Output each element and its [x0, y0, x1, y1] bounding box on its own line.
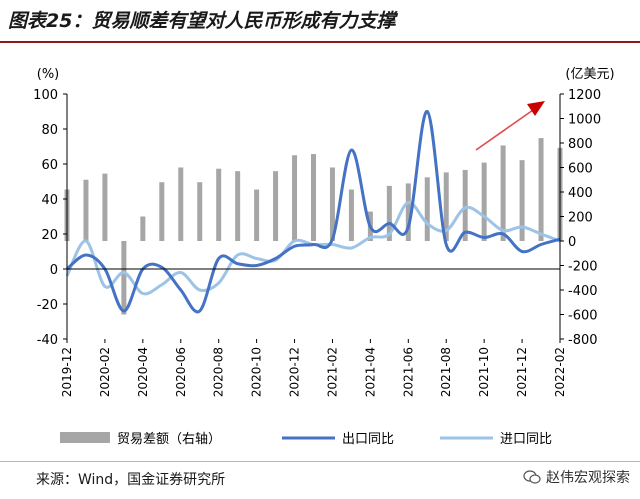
- title-divider: [0, 41, 640, 43]
- trend-arrow: [475, 101, 545, 151]
- trade-balance-bar: [254, 189, 260, 241]
- trade-balance-bar: [140, 216, 146, 241]
- trade-balance-bar: [235, 171, 241, 241]
- right-tick-label: -400: [568, 284, 598, 299]
- x-tick-label: 2020-12: [288, 347, 302, 397]
- legend-swatch-trade-balance: [60, 432, 110, 443]
- watermark-text: 赵伟宏观探索: [546, 470, 630, 486]
- wechat-icon: [523, 470, 541, 484]
- trade-balance-bar: [538, 138, 544, 241]
- left-tick-label: -20: [37, 298, 58, 313]
- trade-balance-bar: [519, 160, 525, 241]
- legend-label-import: 进口同比: [500, 432, 552, 447]
- trade-balance-bar: [500, 145, 506, 241]
- right-tick-label: -200: [568, 260, 598, 275]
- trade-balance-bars: [64, 138, 563, 315]
- right-tick-label: 200: [568, 211, 593, 226]
- x-tick-label: 2021-12: [515, 347, 529, 397]
- trade-balance-bar: [443, 172, 449, 241]
- watermark: 赵伟宏观探索: [523, 467, 630, 487]
- trade-chart: -40-20020406080100-800-600-400-200020040…: [33, 67, 614, 447]
- left-tick-label: 100: [33, 88, 58, 103]
- chart-title: 图表25：贸易顺差有望对人民币形成有力支撑: [8, 10, 396, 32]
- x-tick-label: 2021-02: [325, 347, 339, 397]
- trade-balance-bar: [386, 185, 392, 241]
- x-tick-label: 2020-02: [98, 347, 112, 397]
- trade-balance-bar: [462, 169, 468, 241]
- trade-balance-bar: [121, 241, 127, 315]
- right-axis-label: (亿美元): [565, 67, 614, 82]
- legend-label-export: 出口同比: [342, 432, 394, 447]
- source-note: 来源：Wind，国金证券研究所: [36, 472, 226, 488]
- right-tick-label: 0: [568, 235, 576, 250]
- right-tick-label: -800: [568, 333, 598, 348]
- x-tick-label: 2021-04: [363, 347, 377, 397]
- left-tick-label: 40: [41, 193, 58, 208]
- trade-balance-bar: [329, 167, 335, 241]
- trend-arrowhead: [527, 101, 545, 116]
- x-tick-label: 2020-04: [136, 347, 150, 397]
- trade-balance-bar: [481, 162, 487, 241]
- legend-label-trade-balance: 贸易差额（右轴）: [117, 432, 221, 447]
- chart-legend: 贸易差额（右轴） 出口同比 进口同比: [60, 432, 552, 447]
- trade-balance-bar: [424, 177, 430, 241]
- x-tick-label: 2021-10: [477, 347, 491, 397]
- left-tick-label: 20: [41, 228, 58, 243]
- left-tick-label: 80: [41, 123, 58, 138]
- right-tick-label: -600: [568, 309, 598, 324]
- right-tick-label: 400: [568, 186, 593, 201]
- left-tick-label: -40: [37, 333, 58, 348]
- trade-balance-bar: [83, 179, 89, 241]
- right-tick-label: 1000: [568, 113, 601, 128]
- x-tick-label: 2022-02: [553, 347, 567, 397]
- export-yoy-line: [66, 109, 561, 314]
- x-tick-label: 2021-08: [439, 347, 453, 397]
- right-tick-label: 800: [568, 137, 593, 152]
- trade-balance-bar: [159, 182, 165, 241]
- trade-balance-bar: [178, 167, 184, 241]
- trade-balance-bar: [292, 155, 298, 241]
- x-tick-label: 2019-12: [60, 347, 74, 397]
- chart-axes: -40-20020406080100-800-600-400-200020040…: [33, 67, 614, 397]
- trade-balance-bar: [197, 182, 203, 241]
- right-tick-label: 600: [568, 162, 593, 177]
- right-tick-label: 1200: [568, 88, 601, 103]
- x-tick-label: 2020-08: [212, 347, 226, 397]
- source-divider: [0, 461, 640, 462]
- trade-balance-bar: [311, 154, 316, 241]
- yoy-lines: [65, 109, 561, 314]
- x-tick-label: 2020-06: [174, 347, 188, 397]
- trade-balance-bar: [348, 189, 354, 241]
- left-tick-label: 60: [41, 158, 58, 173]
- x-tick-label: 2021-06: [401, 347, 415, 397]
- trade-balance-bar: [102, 173, 108, 241]
- left-axis-label: (%): [37, 67, 60, 82]
- left-tick-label: 0: [50, 263, 58, 278]
- trade-balance-bar: [216, 168, 222, 241]
- trade-balance-bar: [405, 183, 411, 241]
- trend-arrow-line: [475, 109, 534, 151]
- trade-balance-bar: [273, 171, 279, 241]
- x-tick-label: 2020-10: [250, 347, 264, 397]
